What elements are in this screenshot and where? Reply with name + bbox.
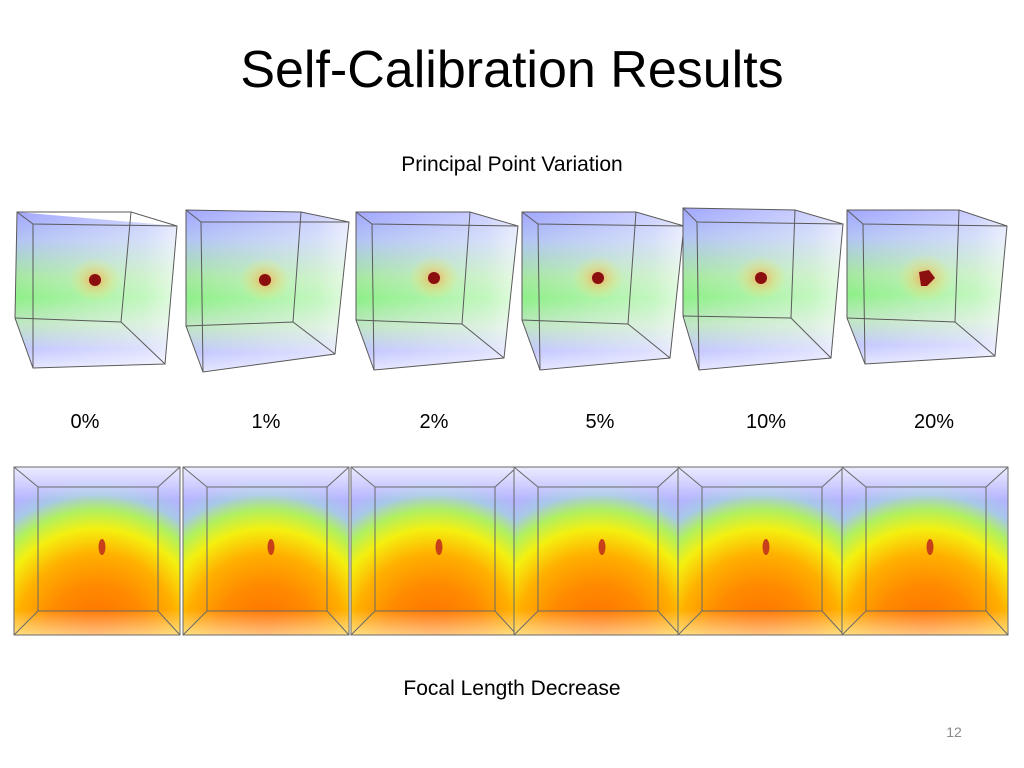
principal-point-volume-5: [521, 211, 685, 371]
slide-title: Self-Calibration Results: [240, 41, 784, 99]
variation-label-4: 10%: [745, 411, 787, 433]
focal-length-volume-10: [677, 466, 845, 636]
principal-point-volume-1: [185, 209, 350, 373]
principal-point-volume-10: [682, 207, 844, 371]
slide-number: 12: [946, 724, 962, 740]
variation-label-2: 2%: [419, 411, 449, 433]
variation-label-3: 5%: [585, 411, 615, 433]
principal-point-volume-2: [355, 211, 519, 371]
variation-label-0: 0%: [70, 411, 100, 433]
focal-length-volume-20: [841, 466, 1009, 636]
focal-length-volume-1: [182, 466, 350, 636]
focal-length-volume-5: [513, 466, 681, 636]
variation-label-1: 1%: [251, 411, 281, 433]
variation-label-5: 20%: [913, 411, 955, 433]
top-row-caption: Principal Point Variation: [401, 153, 623, 176]
focal-length-volume-0: [13, 466, 181, 636]
focal-length-volume-2: [350, 466, 518, 636]
bottom-row-caption: Focal Length Decrease: [403, 677, 621, 700]
principal-point-volume-0: [14, 211, 178, 369]
principal-point-volume-20: [846, 209, 1008, 365]
